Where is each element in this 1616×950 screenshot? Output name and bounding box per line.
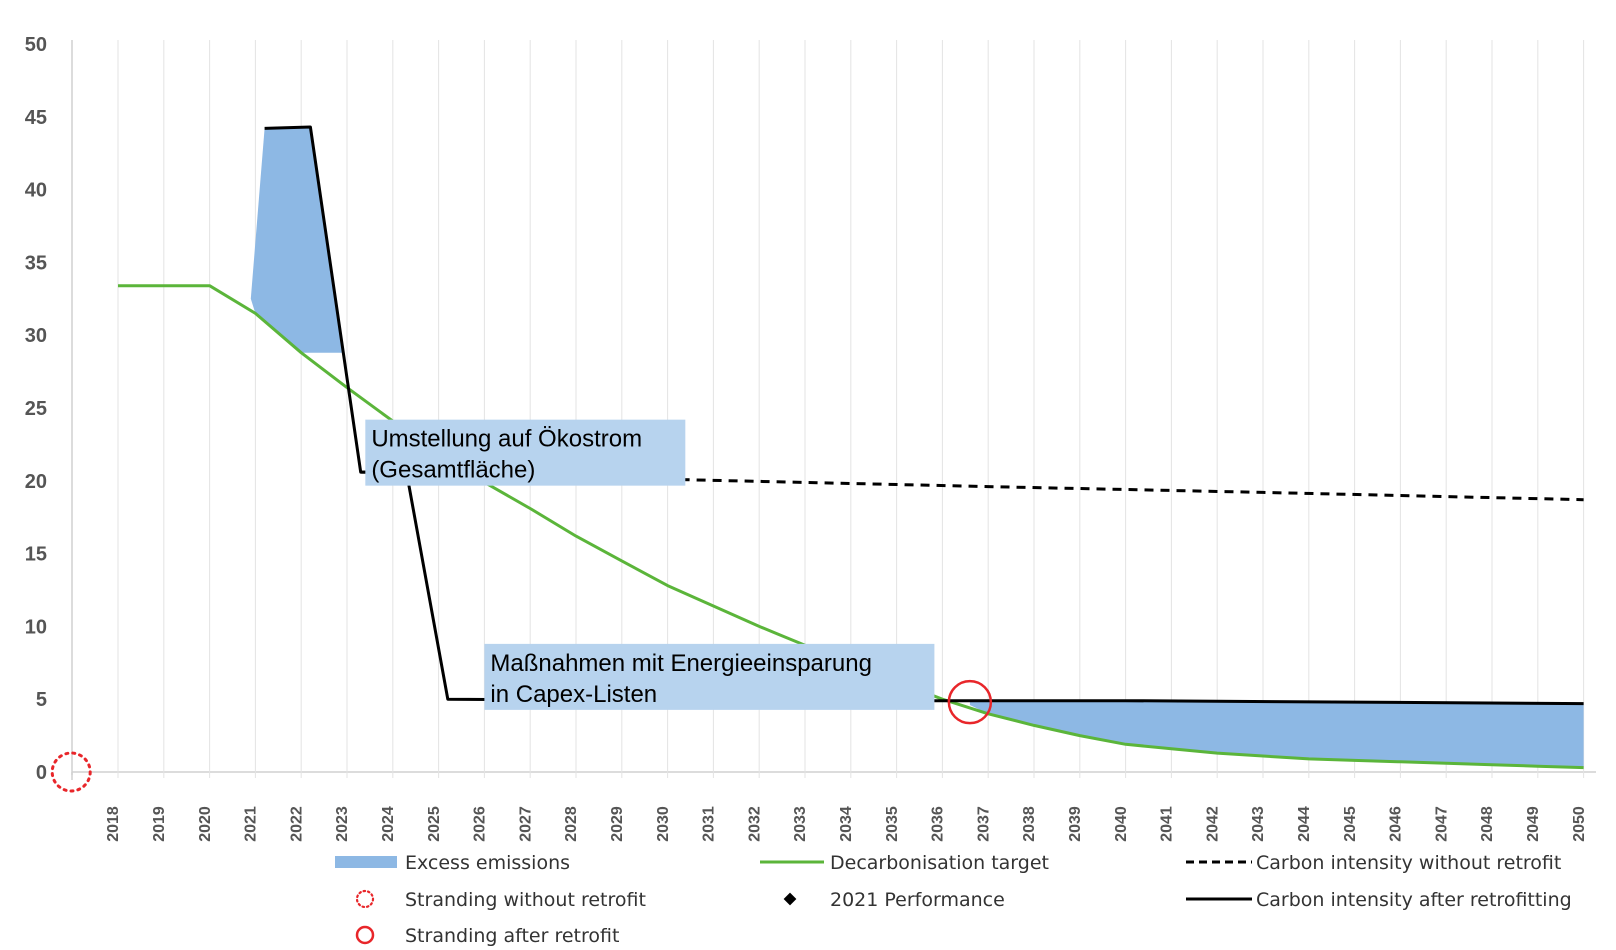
annotation-2: Maßnahmen mit Energieeinsparung in Capex-… <box>484 643 935 710</box>
x-tick-label: 2020 <box>197 806 214 842</box>
x-tick-label: 2029 <box>609 806 626 842</box>
legend-item-stranding-after-retrofit: Stranding after retrofit <box>355 925 619 947</box>
y-tick-label: 0 <box>36 762 47 784</box>
legend-label: Decarbonisation target <box>830 852 1049 874</box>
x-tick-label: 2032 <box>746 806 763 842</box>
x-tick-label: 2042 <box>1204 806 1221 842</box>
series-line-carbon-intensity-after-retrofitting <box>264 125 1584 706</box>
x-tick-label: 2033 <box>792 806 809 842</box>
x-tick-label: 2046 <box>1388 806 1405 842</box>
y-tick-label: 15 <box>25 544 47 566</box>
red-circle-icon <box>355 925 375 945</box>
annotation-line: Umstellung auf Ökostrom <box>371 426 642 453</box>
annotation-line: in Capex-Listen <box>490 681 657 708</box>
x-tick-label: 2025 <box>426 806 443 842</box>
y-tick-label: 10 <box>25 616 47 638</box>
annotation-line: (Gesamtfläche) <box>371 457 535 484</box>
series-line-carbon-intensity-without-retrofit <box>360 470 1584 502</box>
legend-item-2021-performance: 2021 Performance <box>783 889 1005 911</box>
x-tick-label: 2048 <box>1479 806 1496 842</box>
x-tick-label: 2041 <box>1159 806 1176 842</box>
excess-emission-areas <box>250 127 1584 768</box>
x-tick-label: 2023 <box>334 806 351 842</box>
y-axis-ticks: 0 5 10 15 20 25 30 35 40 45 50 <box>25 34 47 784</box>
x-tick-label: 2022 <box>288 806 305 842</box>
x-tick-label: 2045 <box>1342 806 1359 842</box>
annotations: Umstellung auf Ökostrom (Gesamtfläche) Maß… <box>365 419 935 710</box>
legend-label: Stranding after retrofit <box>405 925 619 947</box>
diamond-icon <box>783 892 797 906</box>
annotation-1: Umstellung auf Ökostrom (Gesamtfläche) <box>365 419 686 486</box>
excess-emissions-swatch <box>335 856 397 868</box>
x-tick-label: 2027 <box>517 806 534 842</box>
x-tick-label: 2036 <box>930 806 947 842</box>
y-tick-label: 35 <box>25 252 47 274</box>
x-tick-label: 2034 <box>838 806 855 842</box>
x-tick-label: 2047 <box>1433 806 1450 842</box>
x-tick-label: 2050 <box>1571 806 1588 842</box>
legend-label: Excess emissions <box>405 852 570 874</box>
legend-item-excess-emissions: Excess emissions <box>335 852 570 874</box>
legend-item-carbon-intensity-after-retrofitting: Carbon intensity after retrofitting <box>1186 889 1572 911</box>
x-axis-ticks: 2018 2019 2020 2021 2022 2023 2024 2025 2026 2027… <box>105 806 1588 842</box>
legend-label: Carbon intensity after retrofitting <box>1256 889 1572 911</box>
x-tick-label: 2030 <box>655 806 672 842</box>
y-tick-label: 5 <box>36 689 47 711</box>
x-tick-label: 2040 <box>1113 806 1130 842</box>
x-tick-label: 2019 <box>151 806 168 842</box>
x-tick-label: 2043 <box>1250 806 1267 842</box>
x-tick-label: 2049 <box>1525 806 1542 842</box>
x-tick-label: 2037 <box>975 806 992 842</box>
stranding-without-retrofit-marker <box>50 751 92 793</box>
legend: Excess emissions Decarbonisation target Ca… <box>335 852 1572 947</box>
legend-item-stranding-without-retrofit: Stranding without retrofit <box>355 889 646 911</box>
x-tick-label: 2031 <box>701 806 718 842</box>
excess-emission-area-2 <box>969 700 1584 768</box>
y-tick-label: 40 <box>25 180 47 202</box>
legend-label: Stranding without retrofit <box>405 889 646 911</box>
y-tick-label: 50 <box>25 34 47 56</box>
annotation-box <box>365 419 686 486</box>
y-tick-label: 25 <box>25 398 47 420</box>
stranding-markers <box>50 679 993 793</box>
x-tick-label: 2035 <box>884 806 901 842</box>
x-tick-label: 2044 <box>1296 806 1313 842</box>
y-tick-label: 20 <box>25 471 47 493</box>
x-tick-label: 2024 <box>380 806 397 842</box>
y-tick-label: 45 <box>25 107 47 129</box>
x-tick-label: 2021 <box>243 806 260 842</box>
dotted-red-circle-icon <box>355 889 375 909</box>
x-tick-label: 2026 <box>472 806 489 842</box>
legend-label: Carbon intensity without retrofit <box>1256 852 1561 874</box>
annotation-box <box>484 643 935 710</box>
x-tick-label: 2028 <box>563 806 580 842</box>
x-tick-label: 2039 <box>1067 806 1084 842</box>
legend-label: 2021 Performance <box>830 889 1005 911</box>
stranding-after-retrofit-marker <box>947 679 993 725</box>
annotation-line: Maßnahmen mit Energieeinsparung <box>490 650 872 677</box>
x-tick-label: 2018 <box>105 806 122 842</box>
y-tick-label: 30 <box>25 325 47 347</box>
legend-item-carbon-intensity-without-retrofit: Carbon intensity without retrofit <box>1186 852 1561 874</box>
legend-item-decarbonisation-target: Decarbonisation target <box>760 852 1049 874</box>
excess-emission-area-1 <box>250 127 343 353</box>
x-tick-label: 2038 <box>1021 806 1038 842</box>
